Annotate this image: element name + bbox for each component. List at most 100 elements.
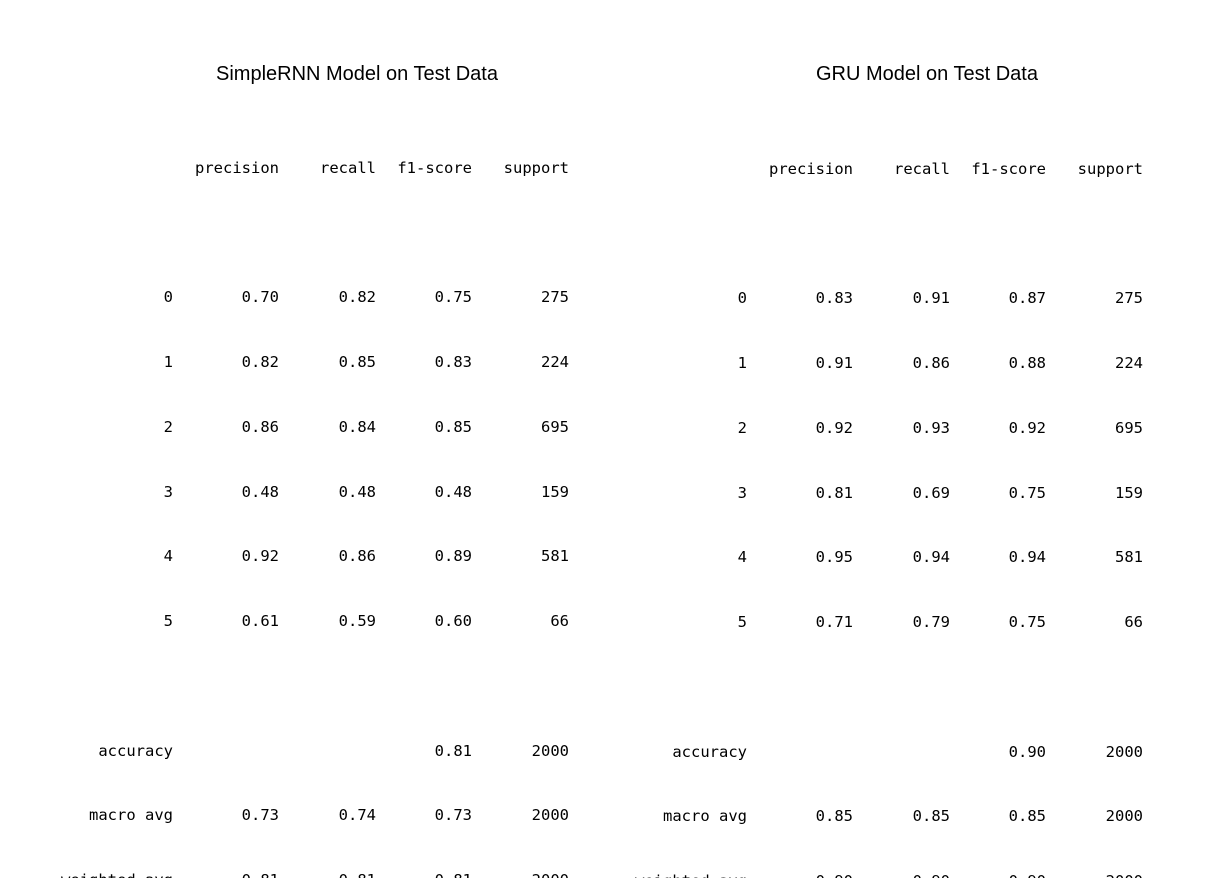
precision-value: [173, 741, 279, 763]
f1-value: 0.85: [1008, 807, 1046, 826]
class-row: 5 0.71 0.79 0.75 66: [614, 612, 1143, 634]
f1-value: 0.85: [434, 417, 472, 436]
support-value: 2000: [1046, 871, 1143, 878]
recall-value: [279, 741, 376, 763]
recall-value: [853, 742, 950, 764]
class-row: 2 0.92 0.93 0.92 695: [614, 418, 1143, 440]
spacer: [40, 676, 569, 698]
class-label: 0: [737, 289, 747, 308]
recall-value: 0.59: [338, 612, 376, 631]
support-value: 695: [541, 417, 569, 436]
f1-value: 0.60: [434, 612, 472, 631]
recall-value: 0.85: [338, 352, 376, 371]
recall-value: 0.84: [338, 417, 376, 436]
classification-table: precision recall f1-score support 0 0.70 0…: [40, 115, 569, 878]
recall-value: 0.82: [338, 288, 376, 307]
class-label: 2: [737, 418, 747, 437]
support-value: 581: [1115, 548, 1143, 567]
recall-value: 0.93: [912, 418, 950, 437]
precision-value: 0.61: [241, 612, 279, 631]
precision-value: 0.92: [241, 547, 279, 566]
summary-label: macro avg: [89, 806, 173, 825]
recall-value: 0.86: [338, 547, 376, 566]
support-value: 2000: [531, 806, 569, 825]
gru-report: GRU Model on Test Data precision recall …: [614, 0, 1228, 878]
class-label: 3: [737, 483, 747, 502]
precision-value: 0.85: [815, 807, 853, 826]
class-row: 1 0.91 0.86 0.88 224: [614, 353, 1143, 375]
summary-label: accuracy: [672, 742, 747, 761]
header-precision: precision: [769, 160, 853, 179]
recall-value: 0.94: [912, 548, 950, 567]
class-label: 4: [737, 548, 747, 567]
class-row: 3 0.81 0.69 0.75 159: [614, 483, 1143, 505]
spacer: [614, 677, 1143, 699]
header-recall: recall: [320, 159, 376, 178]
precision-value: 0.81: [815, 483, 853, 502]
f1-value: 0.48: [434, 482, 472, 501]
header-row: precision recall f1-score support: [614, 159, 1143, 181]
summary-row-accuracy: accuracy 0.90 2000: [614, 742, 1143, 764]
summary-row-macro-avg: macro avg 0.73 0.74 0.73 2000: [40, 805, 569, 827]
f1-value: 0.94: [1008, 548, 1046, 567]
class-label: 3: [163, 482, 173, 501]
f1-value: 0.83: [434, 352, 472, 371]
precision-value: 0.48: [241, 482, 279, 501]
class-row: 0 0.83 0.91 0.87 275: [614, 288, 1143, 310]
class-label: 1: [737, 353, 747, 372]
header-row: precision recall f1-score support: [40, 158, 569, 180]
class-row: 4 0.95 0.94 0.94 581: [614, 547, 1143, 569]
recall-value: 0.48: [338, 482, 376, 501]
recall-value: 0.91: [912, 289, 950, 308]
class-label: 5: [163, 612, 173, 631]
f1-value: 0.75: [1008, 483, 1046, 502]
header-f1-score: f1-score: [397, 159, 472, 178]
support-value: 159: [1115, 483, 1143, 502]
recall-value: 0.74: [338, 806, 376, 825]
recall-value: 0.85: [912, 807, 950, 826]
classification-table: precision recall f1-score support 0 0.83 0…: [614, 116, 1143, 878]
precision-value: [747, 742, 853, 764]
support-value: 2000: [531, 741, 569, 760]
summary-label: accuracy: [98, 741, 173, 760]
precision-value: 0.82: [241, 352, 279, 371]
support-value: 2000: [1105, 742, 1143, 761]
header-support: support: [503, 159, 569, 178]
f1-value: 0.90: [950, 871, 1046, 878]
precision-value: 0.86: [241, 417, 279, 436]
support-value: 66: [550, 612, 569, 631]
support-value: 275: [1115, 289, 1143, 308]
summary-row-macro-avg: macro avg 0.85 0.85 0.85 2000: [614, 806, 1143, 828]
header-label-cell: [40, 158, 173, 180]
f1-value: 0.89: [434, 547, 472, 566]
simplernn-report: SimpleRNN Model on Test Data precision r…: [0, 0, 614, 878]
summary-label: macro avg: [663, 807, 747, 826]
support-value: 581: [541, 547, 569, 566]
spacer: [40, 223, 569, 244]
precision-value: 0.90: [747, 871, 853, 878]
f1-value: 0.75: [434, 288, 472, 307]
f1-value: 0.88: [1008, 353, 1046, 372]
f1-value: 0.75: [1008, 613, 1046, 632]
class-label: 0: [163, 288, 173, 307]
support-value: 2000: [472, 870, 569, 878]
f1-value: 0.81: [376, 870, 472, 878]
summary-label: weighted avg: [614, 871, 747, 878]
class-row: 3 0.48 0.48 0.48 159: [40, 482, 569, 504]
f1-value: 0.73: [434, 806, 472, 825]
f1-value: 0.90: [1008, 742, 1046, 761]
summary-row-accuracy: accuracy 0.81 2000: [40, 741, 569, 763]
support-value: 275: [541, 288, 569, 307]
class-row: 0 0.70 0.82 0.75 275: [40, 287, 569, 309]
class-label: 5: [737, 613, 747, 632]
recall-value: 0.69: [912, 483, 950, 502]
class-label: 1: [163, 352, 173, 371]
precision-value: 0.81: [173, 870, 279, 878]
class-row: 4 0.92 0.86 0.89 581: [40, 546, 569, 568]
f1-value: 0.81: [434, 741, 472, 760]
precision-value: 0.91: [815, 353, 853, 372]
f1-value: 0.87: [1008, 289, 1046, 308]
precision-value: 0.95: [815, 548, 853, 567]
